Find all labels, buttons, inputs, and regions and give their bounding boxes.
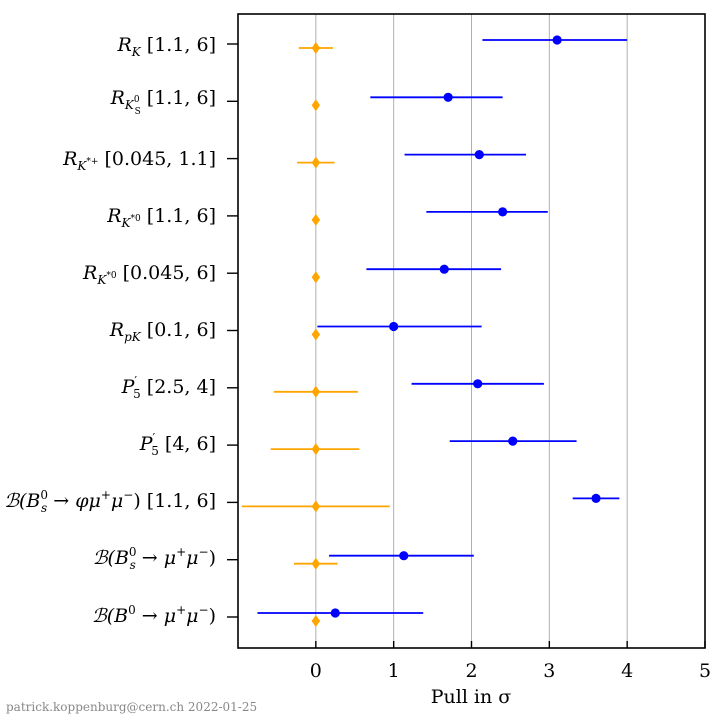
series-0-point-0 — [298, 42, 333, 54]
category-label-5: RpK [0.1, 6] — [109, 319, 216, 344]
series-0-point-5 — [311, 328, 321, 341]
x-tick-label-3: 3 — [543, 660, 555, 682]
marker-circle — [552, 35, 562, 45]
x-tick-label-4: 4 — [621, 660, 633, 682]
marker-diamond — [311, 500, 321, 513]
category-label-3: RK*0 [1.1, 6] — [106, 205, 216, 230]
marker-diamond — [311, 42, 321, 54]
marker-circle — [399, 551, 409, 561]
category-label-6: P′ 5 [2.5, 4] — [121, 374, 216, 401]
category-labels: RK [1.1, 6] RK0 S [1.1, 6] RK*+ [0.045, 1… — [4, 34, 216, 627]
marker-diamond — [311, 443, 321, 456]
x-ticks: 0 1 2 3 4 5 — [310, 641, 711, 682]
series-0-point-7 — [270, 443, 360, 456]
series-0-point-6 — [273, 385, 358, 398]
category-label-0: RK [1.1, 6] — [116, 34, 216, 59]
series-0-point-3 — [311, 213, 321, 226]
marker-circle — [330, 608, 340, 618]
y-ticks — [227, 43, 238, 618]
series-1-point-5 — [317, 321, 482, 332]
marker-diamond — [311, 615, 321, 627]
grid-lines — [315, 14, 628, 648]
series-1-point-2 — [404, 150, 526, 160]
x-tick-label-0: 0 — [310, 660, 322, 682]
category-label-4: RK*0 [0.045, 6] — [82, 262, 216, 287]
marker-circle — [443, 92, 453, 102]
series-1-point-4 — [366, 264, 502, 274]
series-1-point-3 — [426, 207, 548, 217]
series-0-point-10 — [311, 615, 321, 627]
x-axis-title: Pull in σ — [431, 686, 512, 708]
x-tick-label-1: 1 — [388, 660, 400, 682]
marker-circle — [473, 379, 483, 389]
series-1-point-7 — [449, 436, 577, 446]
series-1-point-6 — [411, 379, 544, 389]
data-series — [241, 35, 628, 627]
marker-circle — [439, 264, 449, 274]
marker-circle — [498, 207, 508, 217]
marker-diamond — [311, 213, 321, 226]
series-1-point-1 — [370, 92, 503, 102]
marker-diamond — [311, 156, 321, 169]
marker-circle — [508, 436, 518, 446]
series-1-point-8 — [572, 493, 620, 503]
footer-credit: patrick.koppenburg@cern.ch 2022-01-25 — [6, 700, 257, 714]
category-label-7: P′ 5 [4, 6] — [139, 431, 216, 458]
x-tick-label-5: 5 — [699, 660, 711, 682]
series-0-point-1 — [311, 99, 321, 112]
marker-circle — [474, 150, 484, 160]
series-0-point-8 — [241, 500, 390, 513]
marker-diamond — [311, 99, 321, 112]
series-1-point-0 — [482, 35, 628, 45]
marker-diamond — [311, 557, 321, 570]
series-1-point-10 — [257, 608, 424, 618]
marker-circle — [591, 493, 601, 503]
marker-circle — [389, 321, 399, 332]
marker-diamond — [311, 328, 321, 341]
category-label-2: RK*+ [0.045, 1.1] — [62, 148, 216, 173]
series-0-point-2 — [297, 156, 335, 169]
category-label-1: RK0 S [1.1, 6] — [110, 87, 216, 117]
x-tick-label-2: 2 — [465, 660, 477, 682]
series-0-point-4 — [311, 271, 321, 284]
marker-diamond — [311, 271, 321, 284]
series-1-point-9 — [329, 551, 474, 561]
category-label-10: ℬ(B0 → μ+μ−) — [92, 603, 216, 627]
category-label-9: ℬ(B0 s → μ+μ−) — [93, 545, 216, 572]
category-label-8: ℬ(B0 s → φμ+μ−) [1.1, 6] — [4, 488, 216, 515]
marker-diamond — [311, 385, 321, 398]
series-0-point-9 — [294, 557, 338, 570]
